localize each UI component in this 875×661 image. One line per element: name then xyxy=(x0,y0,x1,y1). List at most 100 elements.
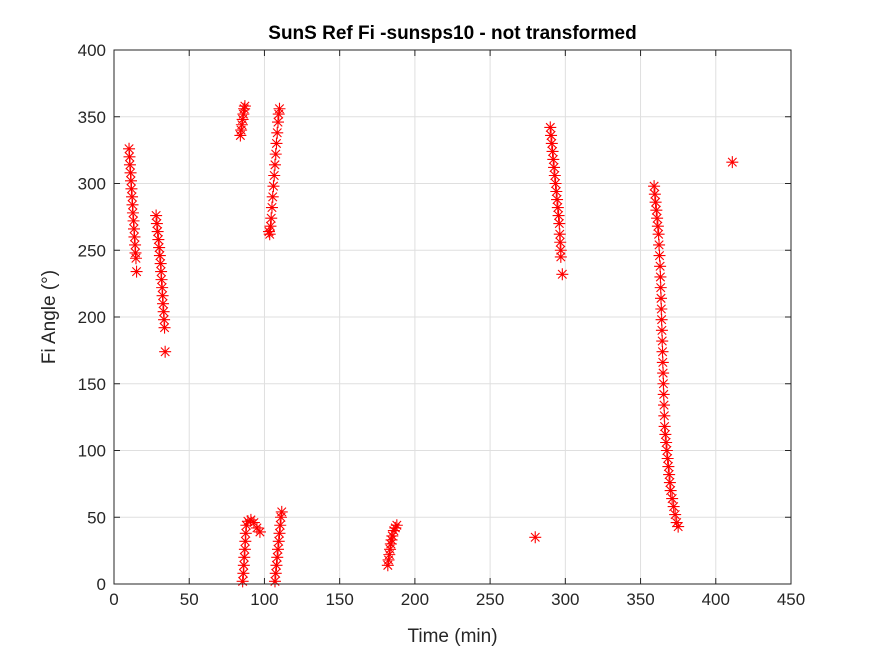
data-point xyxy=(273,102,286,115)
data-point xyxy=(274,519,287,532)
data-point xyxy=(664,484,677,497)
data-point xyxy=(653,238,666,251)
data-point xyxy=(667,500,680,513)
data-point xyxy=(551,193,564,206)
data-point xyxy=(157,305,170,318)
data-point xyxy=(545,137,558,150)
chart-title: SunS Ref Fi -sunsps10 - not transformed xyxy=(268,23,636,44)
data-point xyxy=(236,113,249,126)
data-point xyxy=(125,182,138,195)
data-point xyxy=(271,116,284,129)
data-point xyxy=(655,313,668,326)
data-point xyxy=(656,335,669,348)
data-point xyxy=(548,161,561,174)
data-point xyxy=(651,212,664,225)
data-point xyxy=(385,533,398,546)
y-tick-label: 250 xyxy=(78,241,106,260)
data-point xyxy=(236,575,249,588)
y-tick-label: 50 xyxy=(87,508,106,527)
data-point xyxy=(660,444,673,457)
data-point xyxy=(124,166,137,179)
data-point xyxy=(235,118,248,131)
data-point xyxy=(271,543,284,556)
data-point xyxy=(123,142,136,155)
x-tick-label: 400 xyxy=(702,590,730,609)
x-tick-label: 0 xyxy=(109,590,118,609)
data-point xyxy=(239,527,252,540)
data-point xyxy=(129,252,142,265)
y-tick-label: 0 xyxy=(97,575,106,594)
data-point xyxy=(158,321,171,334)
x-tick-label: 450 xyxy=(777,590,805,609)
data-point xyxy=(250,521,263,534)
data-point xyxy=(265,201,278,214)
data-point xyxy=(240,519,253,532)
data-point xyxy=(657,367,670,380)
data-point xyxy=(390,519,403,532)
data-point xyxy=(125,174,137,187)
data-point xyxy=(654,260,667,273)
data-point xyxy=(382,553,395,566)
data-point xyxy=(648,188,661,201)
data-point xyxy=(156,281,169,294)
y-tick-label: 150 xyxy=(78,375,106,394)
data-point xyxy=(666,492,679,505)
data-point xyxy=(238,100,251,113)
data-point xyxy=(654,281,667,294)
data-point xyxy=(270,559,283,572)
data-point xyxy=(656,356,669,369)
data-point xyxy=(663,476,676,489)
data-point xyxy=(266,190,279,203)
data-point xyxy=(237,108,250,121)
data-point xyxy=(253,525,266,538)
data-point xyxy=(272,108,285,121)
data-point xyxy=(128,230,141,243)
data-point xyxy=(241,515,254,528)
data-point xyxy=(672,520,685,533)
data-point xyxy=(652,228,665,241)
data-point xyxy=(655,292,668,305)
data-point xyxy=(238,543,251,556)
data-point xyxy=(549,177,562,190)
data-point xyxy=(128,222,141,235)
y-tick-label: 200 xyxy=(78,308,106,327)
data-point xyxy=(158,313,171,326)
data-point xyxy=(234,129,247,142)
data-point xyxy=(263,228,276,241)
data-point xyxy=(123,150,136,163)
data-point xyxy=(267,180,280,193)
data-point xyxy=(655,302,668,315)
data-point xyxy=(151,225,164,238)
x-tick-label: 100 xyxy=(250,590,278,609)
data-point xyxy=(262,225,275,238)
data-point xyxy=(126,198,139,211)
data-point xyxy=(554,250,567,263)
x-axis-label: Time (min) xyxy=(407,626,497,647)
data-point xyxy=(269,567,282,580)
data-point xyxy=(386,529,399,542)
data-point xyxy=(272,535,285,548)
data-point xyxy=(273,527,286,540)
data-point xyxy=(157,297,170,310)
data-point xyxy=(545,129,558,142)
data-point xyxy=(130,265,143,278)
data-point xyxy=(653,249,666,262)
data-point xyxy=(550,185,563,198)
x-tick-label: 50 xyxy=(180,590,199,609)
data-point xyxy=(657,377,670,390)
data-point xyxy=(655,324,668,337)
data-point xyxy=(274,511,287,524)
data-point xyxy=(648,180,661,193)
data-point xyxy=(153,241,166,254)
data-point xyxy=(726,156,739,169)
y-tick-label: 400 xyxy=(78,41,106,60)
x-tick-label: 200 xyxy=(401,590,429,609)
data-point xyxy=(553,217,566,230)
data-point xyxy=(155,265,168,278)
data-point xyxy=(150,217,163,230)
data-point xyxy=(651,220,664,233)
data-point xyxy=(554,236,567,249)
data-point xyxy=(384,543,397,556)
x-tick-label: 150 xyxy=(325,590,353,609)
data-point xyxy=(384,537,397,550)
